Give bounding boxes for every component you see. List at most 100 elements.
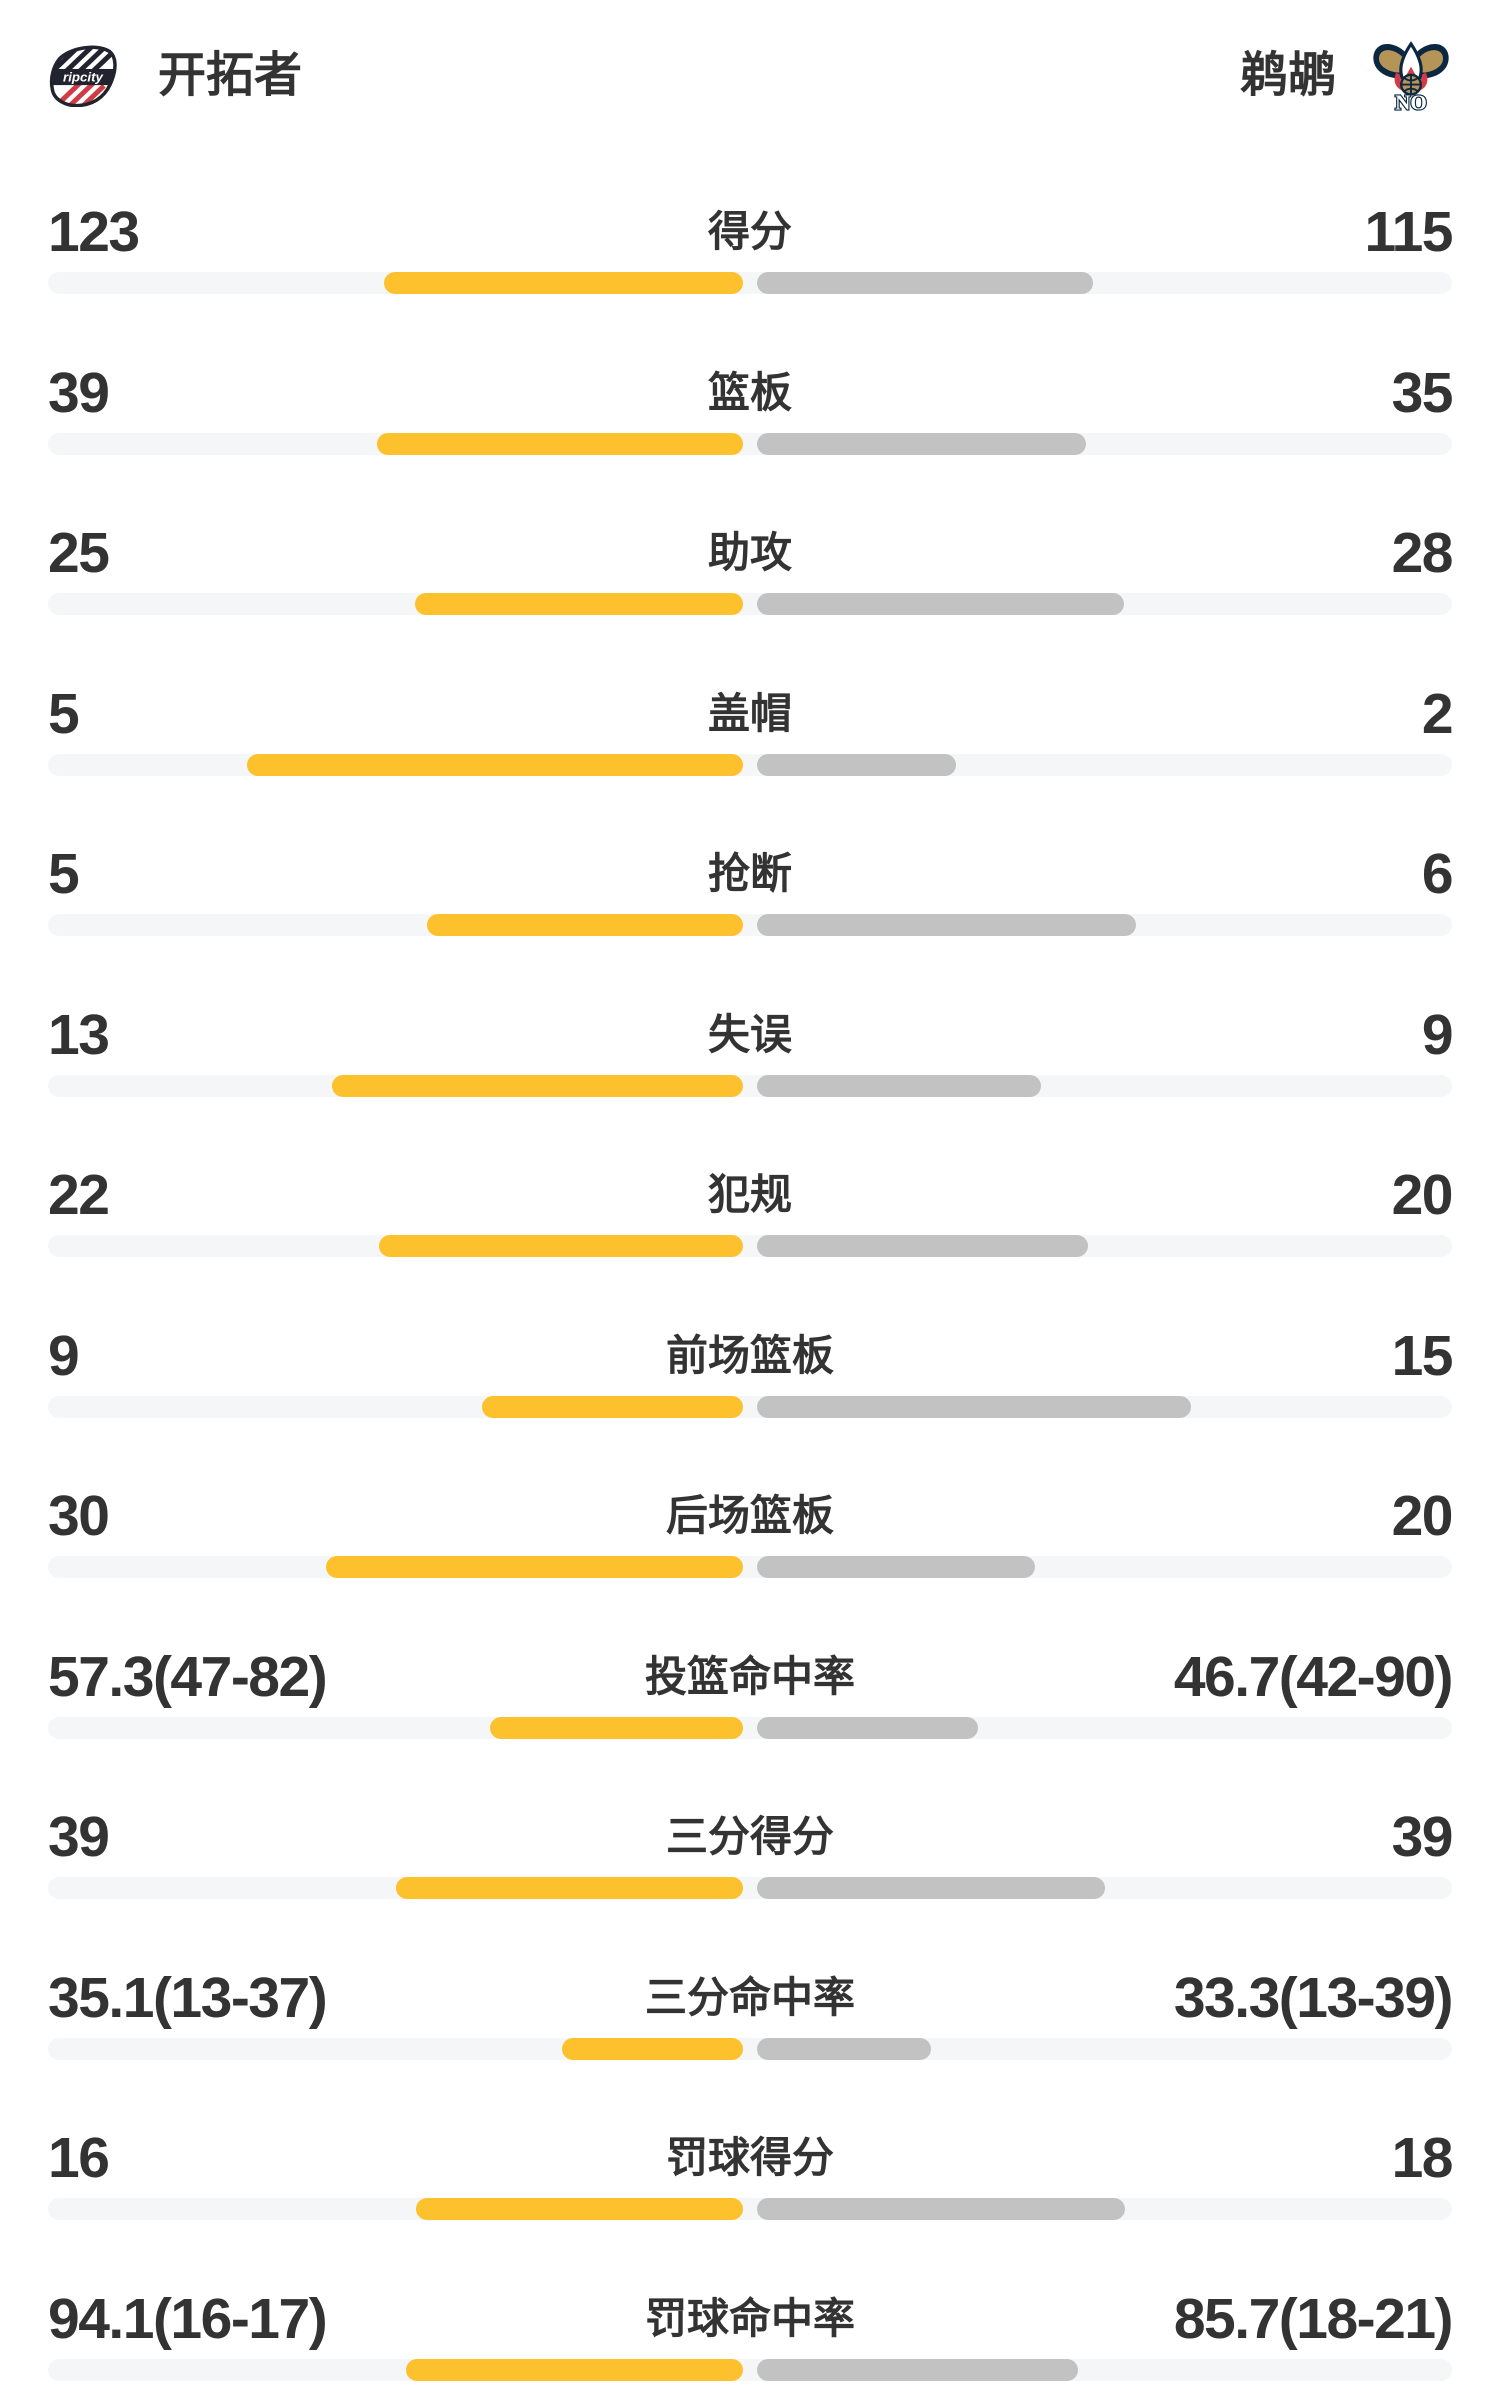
stat-values-line: 9 前场篮板 15: [48, 1320, 1454, 1388]
stat-values-line: 57.3(47-82) 投篮命中率 46.7(42-90): [48, 1641, 1454, 1709]
stat-label: 失误: [708, 1010, 793, 1058]
header: ripcity 开拓者 鹈鹕: [48, 40, 1452, 112]
stat-values-line: 94.1(16-17) 罚球命中率 85.7(18-21): [48, 2283, 1454, 2351]
stat-row: 5 盖帽 2: [48, 678, 1454, 839]
away-stat-value: 115: [1364, 200, 1454, 264]
stat-row: 25 助攻 28: [48, 517, 1454, 678]
stat-label: 罚球得分: [666, 2134, 835, 2181]
stat-values-line: 13 失误 9: [48, 999, 1454, 1067]
away-stat-bar: [757, 2198, 1125, 2220]
stat-label: 前场篮板: [666, 1331, 835, 1379]
away-stat-value: 9: [1421, 1002, 1454, 1067]
stat-bar-track: [48, 2037, 1452, 2060]
home-stat-bar: [383, 272, 743, 294]
stat-label: 得分: [708, 208, 793, 255]
home-stat-bar: [415, 593, 743, 615]
away-stat-bar: [757, 1395, 1192, 1418]
away-stat-value: 15: [1391, 1323, 1454, 1388]
stat-label: 投篮命中率: [645, 1652, 856, 1700]
away-stat-value: 20: [1391, 1163, 1454, 1227]
stat-row: 39 三分得分 39: [48, 1801, 1454, 1962]
stat-row: 94.1(16-17) 罚球命中率 85.7(18-21): [48, 2283, 1454, 2400]
stat-label: 犯规: [708, 1171, 793, 1218]
stat-values-line: 123 得分 115: [48, 196, 1454, 264]
away-stat-bar: [757, 1235, 1088, 1257]
away-stat-value: 85.7(18-21): [1173, 2286, 1454, 2351]
stat-label: 罚球命中率: [645, 2294, 856, 2342]
away-stat-bar: [757, 1074, 1042, 1097]
stat-row: 13 失误 9: [48, 999, 1454, 1160]
home-stat-bar: [376, 432, 743, 455]
stat-bar-track: [48, 1235, 1452, 1257]
away-stat-value: 46.7(42-90): [1173, 1644, 1454, 1709]
away-stat-value: 28: [1391, 521, 1454, 585]
home-stat-bar: [395, 1877, 743, 1899]
svg-text:ripcity: ripcity: [63, 70, 104, 85]
stat-values-line: 39 篮板 35: [48, 357, 1454, 425]
stat-values-line: 35.1(13-37) 三分命中率 33.3(13-39): [48, 1962, 1454, 2030]
stat-values-line: 5 抢断 6: [48, 838, 1454, 906]
stat-row: 39 篮板 35: [48, 357, 1454, 518]
stat-bar-track: [48, 1716, 1452, 1739]
home-stat-value: 123: [48, 200, 140, 264]
home-stat-value: 39: [48, 360, 110, 425]
stat-values-line: 25 助攻 28: [48, 517, 1454, 585]
stat-bar-track: [48, 1556, 1452, 1578]
home-stat-bar: [415, 2198, 743, 2220]
away-stat-bar: [757, 753, 956, 776]
stat-bar-track: [48, 1395, 1452, 1418]
stat-label: 三分得分: [666, 1813, 835, 1860]
stat-row: 16 罚球得分 18: [48, 2122, 1454, 2283]
home-stat-value: 5: [48, 842, 80, 906]
stat-row: 123 得分 115: [48, 196, 1454, 357]
away-stat-value: 18: [1391, 2126, 1454, 2190]
stat-bar-track: [48, 1074, 1452, 1097]
stat-label: 篮板: [708, 368, 793, 416]
away-stat-bar: [757, 593, 1125, 615]
stat-row: 57.3(47-82) 投篮命中率 46.7(42-90): [48, 1641, 1454, 1802]
home-stat-bar: [406, 2358, 743, 2381]
stat-row: 30 后场篮板 20: [48, 1480, 1454, 1641]
away-stat-value: 6: [1421, 842, 1454, 906]
home-stat-bar: [379, 1235, 743, 1257]
away-stat-bar: [757, 272, 1093, 294]
home-stat-bar: [246, 753, 743, 776]
stat-bar-track: [48, 593, 1452, 615]
home-stat-bar: [427, 914, 743, 936]
stat-values-line: 16 罚球得分 18: [48, 2122, 1454, 2190]
stat-label: 盖帽: [708, 689, 793, 737]
stat-bar-track: [48, 2198, 1452, 2220]
away-team-name: 鹈鹕: [1239, 49, 1336, 102]
stat-values-line: 5 盖帽 2: [48, 678, 1454, 746]
home-stat-value: 94.1(16-17): [48, 2286, 328, 2351]
stat-bar-track: [48, 1877, 1452, 1899]
away-stat-bar: [757, 914, 1137, 936]
home-stat-value: 25: [48, 521, 110, 585]
home-stat-value: 5: [48, 681, 80, 746]
away-stat-bar: [757, 1556, 1035, 1578]
svg-text:NO: NO: [1395, 91, 1427, 112]
away-team-header[interactable]: 鹈鹕 NO: [1240, 40, 1452, 112]
away-stat-bar: [757, 1877, 1105, 1899]
stat-row: 9 前场篮板 15: [48, 1320, 1454, 1481]
home-team-header[interactable]: ripcity 开拓者: [48, 40, 302, 112]
stat-row: 22 犯规 20: [48, 1159, 1454, 1320]
stats-list: 123 得分 115 39 篮板 35 25 助攻 28: [48, 196, 1454, 2400]
home-stat-bar: [326, 1556, 743, 1578]
home-stat-bar: [562, 2037, 743, 2060]
home-stat-bar: [489, 1716, 743, 1739]
blazers-ripcity-logo-icon: ripcity: [48, 45, 118, 107]
team-stats-comparison-page: ripcity 开拓者 鹈鹕: [0, 40, 1500, 2400]
home-stat-value: 30: [48, 1484, 110, 1548]
home-stat-value: 39: [48, 1805, 110, 1869]
away-stat-value: 39: [1391, 1805, 1454, 1869]
stat-values-line: 39 三分得分 39: [48, 1801, 1454, 1869]
stat-row: 5 抢断 6: [48, 838, 1454, 999]
stat-label: 三分命中率: [645, 1973, 856, 2021]
home-stat-value: 35.1(13-37): [48, 1965, 328, 2030]
stat-values-line: 30 后场篮板 20: [48, 1480, 1454, 1548]
stat-bar-track: [48, 2358, 1452, 2381]
away-stat-bar: [757, 2358, 1078, 2381]
away-stat-value: 35: [1391, 360, 1454, 425]
stat-label: 抢断: [708, 850, 793, 897]
